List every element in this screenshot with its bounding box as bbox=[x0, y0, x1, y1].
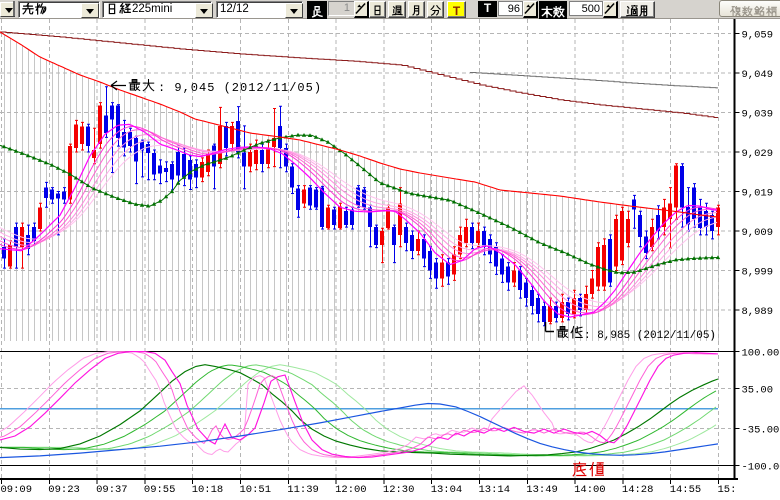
svg-text:14:28: 14:28 bbox=[622, 484, 654, 496]
svg-text:-35.00: -35.00 bbox=[742, 425, 780, 437]
svg-text:15:0: 15:0 bbox=[718, 484, 743, 496]
svg-text:8,989: 8,989 bbox=[742, 306, 774, 318]
svg-text:: 8,985 (2012/11/05): : 8,985 (2012/11/05) bbox=[584, 330, 716, 342]
svg-text:10:18: 10:18 bbox=[192, 484, 224, 496]
svg-text:9,039: 9,039 bbox=[742, 109, 774, 121]
svg-text:09:09: 09:09 bbox=[1, 484, 33, 496]
svg-text:10:51: 10:51 bbox=[240, 484, 272, 496]
svg-text:14:00: 14:00 bbox=[574, 484, 606, 496]
svg-text:: 9,045 (2012/11/05): : 9,045 (2012/11/05) bbox=[158, 81, 322, 95]
svg-text:13:49: 13:49 bbox=[526, 484, 558, 496]
svg-text:14:55: 14:55 bbox=[670, 484, 702, 496]
svg-text:-100.00: -100.00 bbox=[742, 462, 780, 474]
svg-text:12:30: 12:30 bbox=[383, 484, 415, 496]
svg-text:100.00: 100.00 bbox=[742, 348, 780, 360]
svg-text:09:37: 09:37 bbox=[96, 484, 128, 496]
svg-text:12:00: 12:00 bbox=[335, 484, 367, 496]
svg-text:13:04: 13:04 bbox=[431, 484, 463, 496]
svg-text:9,049: 9,049 bbox=[742, 69, 774, 81]
svg-text:9,059: 9,059 bbox=[742, 30, 774, 42]
svg-text:9,019: 9,019 bbox=[742, 188, 774, 200]
svg-text:11:39: 11:39 bbox=[287, 484, 319, 496]
svg-text:9,029: 9,029 bbox=[742, 148, 774, 160]
svg-text:35.00: 35.00 bbox=[742, 385, 774, 397]
svg-text:09:23: 09:23 bbox=[48, 484, 80, 496]
svg-text:13:14: 13:14 bbox=[479, 484, 511, 496]
svg-text:09:55: 09:55 bbox=[144, 484, 176, 496]
svg-text:8,999: 8,999 bbox=[742, 267, 774, 279]
svg-text:9,009: 9,009 bbox=[742, 227, 774, 239]
